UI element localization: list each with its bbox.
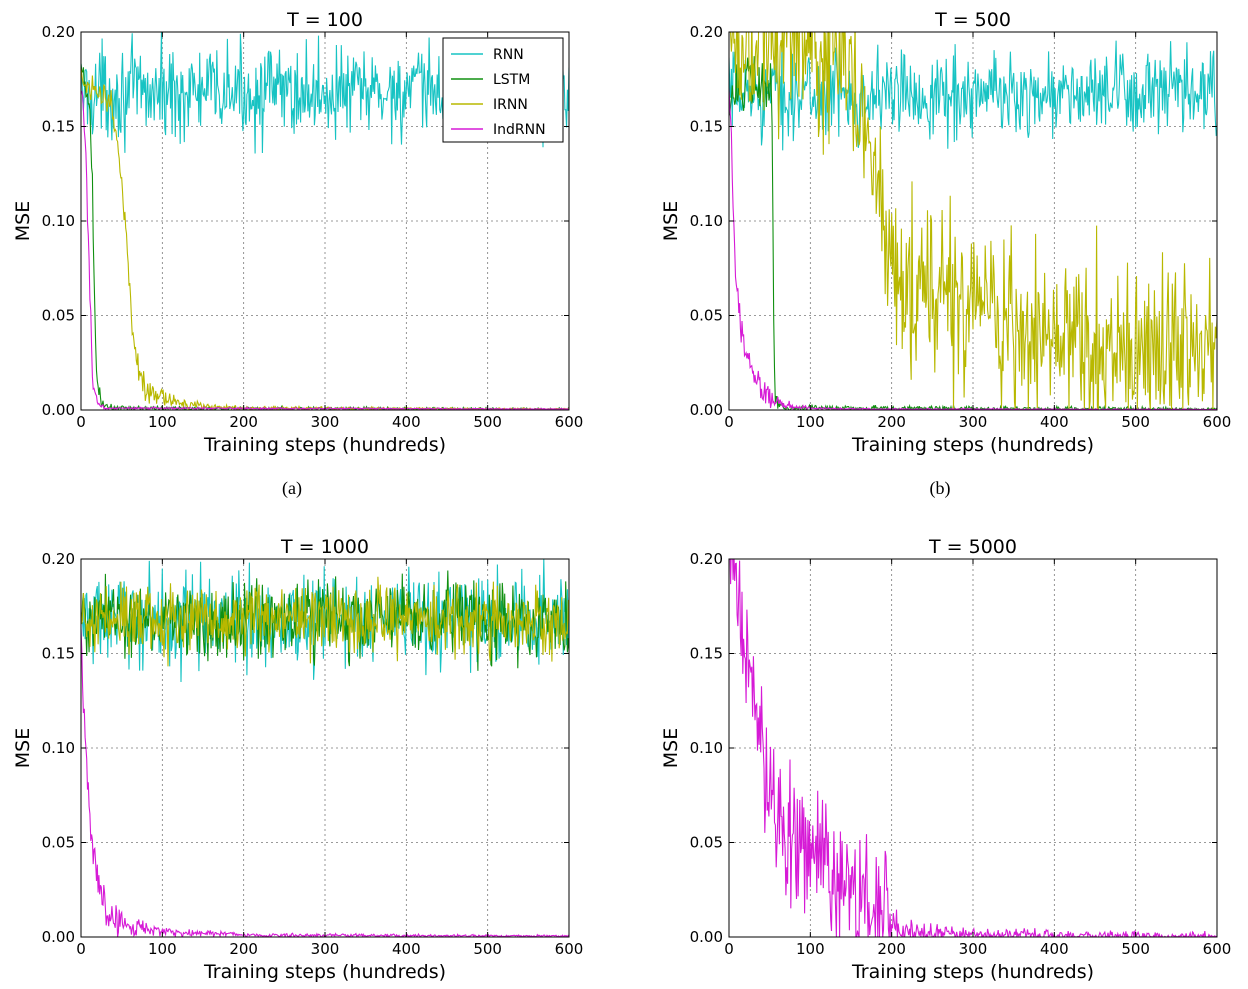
legend-label-lstm: LSTM xyxy=(493,72,530,88)
panel-t500: 0 100 200 300 400 500 600 0.00 0.05 0.10 0.15 0.20 T… xyxy=(660,9,1232,456)
y-tick-label: 0.05 xyxy=(42,307,75,325)
x-axis-label: Training steps (hundreds) xyxy=(851,434,1094,456)
panel-t5000: 0 100 200 300 400 500 600 0.00 0.05 0.10 0.15 0.20 T… xyxy=(660,536,1232,983)
y-tick-label: 0.15 xyxy=(690,645,723,663)
y-tick-label: 0.15 xyxy=(42,645,75,663)
x-tick-label: 600 xyxy=(1203,940,1232,958)
x-tick-label: 300 xyxy=(959,940,988,958)
x-tick-label: 200 xyxy=(877,940,906,958)
y-axis-label: MSE xyxy=(660,728,682,768)
y-tick-label: 0.20 xyxy=(42,23,75,41)
caption-b: (b) xyxy=(929,478,951,498)
y-axis-label: MSE xyxy=(660,201,682,241)
y-tick-label: 0.10 xyxy=(690,739,723,757)
legend-label-indrnn: IndRNN xyxy=(493,122,546,138)
y-axis-label: MSE xyxy=(12,728,34,768)
x-tick-label: 400 xyxy=(1040,940,1069,958)
x-tick-label: 0 xyxy=(724,413,734,431)
chart-title: T = 1000 xyxy=(280,536,369,558)
y-tick-label: 0.20 xyxy=(690,550,723,568)
x-tick-label: 500 xyxy=(1121,940,1150,958)
x-tick-label: 300 xyxy=(311,940,340,958)
x-tick-label: 100 xyxy=(796,413,825,431)
y-tick-label: 0.05 xyxy=(690,307,723,325)
x-tick-label: 400 xyxy=(1040,413,1069,431)
y-tick-label: 0.10 xyxy=(42,212,75,230)
series-line-rnn xyxy=(81,559,569,683)
x-tick-label: 0 xyxy=(724,940,734,958)
x-tick-label: 100 xyxy=(148,413,177,431)
legend-box xyxy=(442,37,564,143)
series-line-irnn xyxy=(729,32,1217,410)
y-tick-label: 0.05 xyxy=(42,834,75,852)
y-tick-label: 0.10 xyxy=(690,212,723,230)
panel-t100: 0 100 200 300 400 500 600 0.00 0.05 0.10 0.15 0.20 T… xyxy=(12,9,583,456)
y-tick-label: 0.20 xyxy=(42,550,75,568)
y-tick-label: 0.00 xyxy=(690,928,723,946)
x-tick-label: 100 xyxy=(148,940,177,958)
chart-title: T = 100 xyxy=(286,9,363,31)
legend: RNN LSTM IRNN IndRNN xyxy=(442,37,564,143)
x-tick-label: 600 xyxy=(555,413,584,431)
y-axis-label: MSE xyxy=(12,201,34,241)
x-tick-label: 400 xyxy=(392,413,421,431)
x-axis-label: Training steps (hundreds) xyxy=(203,434,446,456)
y-tick-label: 0.00 xyxy=(42,928,75,946)
y-tick-label: 0.20 xyxy=(690,23,723,41)
x-tick-label: 200 xyxy=(229,413,258,431)
caption-a: (a) xyxy=(282,478,302,498)
legend-label-irnn: IRNN xyxy=(493,97,528,113)
panel-t1000: 0 100 200 300 400 500 600 0.00 0.05 0.10 0.15 0.20 T… xyxy=(12,536,583,983)
x-axis-label: Training steps (hundreds) xyxy=(851,961,1094,983)
y-tick-label: 0.10 xyxy=(42,739,75,757)
x-tick-label: 0 xyxy=(76,940,86,958)
x-tick-label: 600 xyxy=(1203,413,1232,431)
x-tick-label: 500 xyxy=(473,413,502,431)
x-tick-label: 100 xyxy=(796,940,825,958)
x-tick-label: 300 xyxy=(311,413,340,431)
x-tick-label: 500 xyxy=(473,940,502,958)
x-tick-label: 600 xyxy=(555,940,584,958)
x-tick-label: 200 xyxy=(229,940,258,958)
y-tick-label: 0.05 xyxy=(690,834,723,852)
series-line-irnn xyxy=(81,576,569,667)
y-tick-label: 0.00 xyxy=(42,401,75,419)
y-tick-label: 0.15 xyxy=(690,118,723,136)
legend-label-rnn: RNN xyxy=(493,47,524,63)
x-tick-label: 400 xyxy=(392,940,421,958)
series-line-rnn xyxy=(729,40,1217,151)
x-tick-label: 500 xyxy=(1121,413,1150,431)
chart-title: T = 5000 xyxy=(928,536,1017,558)
y-tick-label: 0.00 xyxy=(690,401,723,419)
x-tick-label: 200 xyxy=(877,413,906,431)
chart-title: T = 500 xyxy=(934,9,1011,31)
x-tick-label: 300 xyxy=(959,413,988,431)
y-tick-label: 0.15 xyxy=(42,118,75,136)
x-axis-label: Training steps (hundreds) xyxy=(203,961,446,983)
x-tick-label: 0 xyxy=(76,413,86,431)
